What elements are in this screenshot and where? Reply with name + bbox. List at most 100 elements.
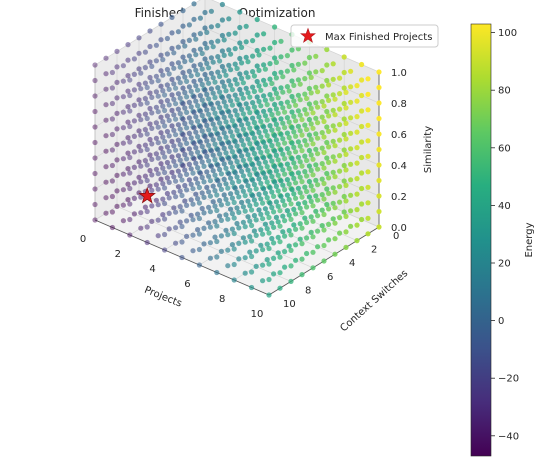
scatter-point (190, 170, 196, 176)
x-tick-label: 4 (149, 264, 155, 275)
scatter-point (147, 152, 153, 158)
scatter-point (288, 201, 294, 207)
scatter-point (202, 133, 208, 140)
scatter-point (365, 200, 371, 206)
scatter-point (282, 187, 288, 193)
scatter-point (321, 242, 327, 249)
scatter-point (289, 93, 295, 100)
scatter-point (193, 145, 199, 151)
scatter-point (149, 218, 155, 224)
scatter-point (103, 164, 109, 170)
scatter-point (131, 71, 137, 77)
scatter-point (308, 121, 314, 127)
scatter-point (142, 204, 148, 210)
scatter-point (254, 16, 260, 23)
scatter-point (243, 23, 249, 29)
scatter-point (160, 165, 166, 171)
scatter-point (229, 87, 235, 93)
scatter-point (180, 147, 186, 153)
scatter-point (153, 166, 159, 172)
scatter-point (164, 128, 170, 135)
scatter-point (188, 88, 194, 94)
scatter-point (249, 284, 255, 291)
scatter-point (92, 77, 98, 84)
scatter-point (267, 61, 273, 67)
scatter-point (280, 89, 286, 95)
scatter-point (310, 218, 316, 224)
scatter-point (277, 270, 283, 276)
scatter-point (173, 225, 179, 231)
scatter-point (231, 277, 237, 283)
scatter-point (182, 43, 188, 49)
scatter-point (184, 125, 190, 131)
scatter-point (228, 160, 234, 166)
scatter-point (237, 40, 243, 46)
scatter-point (177, 173, 183, 179)
scatter-point (275, 95, 281, 101)
scatter-point (164, 175, 170, 181)
scatter-point (239, 153, 245, 159)
scatter-point (190, 201, 196, 207)
scatter-point (324, 77, 330, 84)
scatter-point (299, 256, 305, 262)
scatter-point (251, 73, 257, 79)
scatter-point (109, 69, 115, 76)
scatter-point (308, 229, 314, 235)
scatter-point (138, 210, 144, 216)
scatter-point (359, 92, 365, 99)
scatter-point (376, 193, 382, 199)
scatter-point (149, 203, 155, 209)
scatter-point (223, 181, 229, 187)
scatter-point (306, 132, 312, 138)
scatter-point (199, 112, 205, 119)
scatter-point (354, 114, 360, 120)
scatter-point (158, 83, 164, 89)
scatter-point (191, 109, 197, 115)
scatter-point (212, 95, 218, 101)
scatter-point (284, 99, 290, 105)
scatter-point (299, 163, 305, 169)
scatter-point (245, 74, 251, 80)
scatter-point (210, 75, 216, 81)
scatter-point (202, 118, 208, 124)
scatter-point (264, 179, 270, 185)
scatter-point (251, 181, 257, 188)
scatter-point (304, 111, 310, 117)
scatter-point (182, 167, 188, 173)
scatter-point (207, 193, 213, 199)
legend-frame (290, 24, 439, 48)
legend: Max Finished Projects (290, 24, 439, 48)
scatter-point (162, 92, 168, 98)
scatter-point (155, 155, 161, 161)
scatter-point (341, 116, 347, 122)
scatter-point (160, 150, 166, 156)
scatter-point (225, 185, 231, 191)
scatter-point (376, 146, 382, 153)
scatter-point (313, 84, 319, 90)
scatter-point (138, 132, 144, 138)
scatter-point (302, 169, 308, 175)
scatter-point (120, 109, 126, 115)
scatter-point (206, 158, 212, 164)
scatter-point (196, 231, 202, 237)
scatter-point (212, 219, 218, 225)
scatter-point (251, 88, 257, 95)
scatter-point (196, 200, 202, 206)
scatter-point (92, 201, 98, 208)
scatter-point (204, 29, 210, 35)
scatter-point (142, 173, 148, 179)
colorbar-ticks: −40 −20 0 20 40 60 80 100 (491, 28, 519, 442)
scatter-point (125, 73, 131, 79)
scatter-point (219, 141, 225, 147)
scatter-point (155, 186, 161, 192)
scatter-point (232, 185, 238, 191)
scatter-point (144, 162, 150, 168)
scatter-point (180, 116, 186, 122)
scatter-point (258, 180, 264, 186)
scatter-point (164, 190, 170, 197)
scatter-point (266, 261, 272, 267)
scatter-point (365, 153, 371, 159)
scatter-point (92, 217, 98, 223)
scatter-point (136, 97, 142, 103)
scatter-point (206, 96, 212, 102)
